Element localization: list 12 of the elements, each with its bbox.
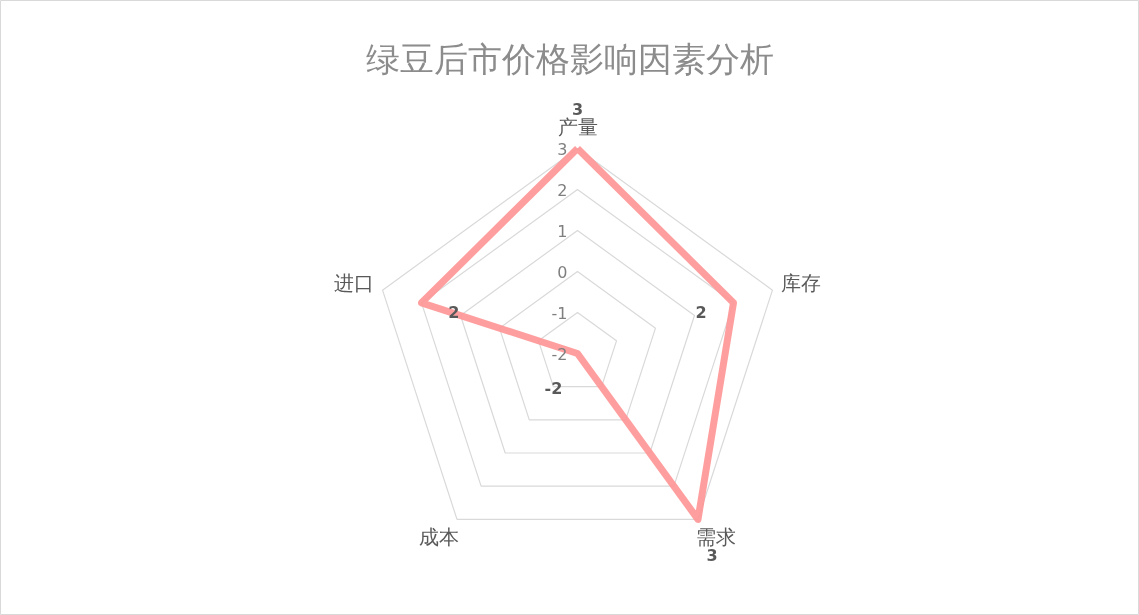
data-label: 2 — [448, 303, 460, 323]
spoke-label: 进口 — [334, 271, 374, 296]
y-tick-label: 3 — [557, 139, 568, 159]
chart-title: 绿豆后市价格影响因素分析 — [366, 38, 774, 79]
spoke-label: 成本 — [419, 525, 460, 550]
y-tick-label: 2 — [557, 180, 568, 200]
y-tick-label: -1 — [551, 303, 568, 323]
data-label: 2 — [695, 303, 707, 323]
y-tick-label: 0 — [557, 262, 568, 282]
y-tick-label: 1 — [557, 221, 568, 241]
y-tick-label: -2 — [551, 344, 568, 364]
spoke-label: 库存 — [781, 271, 821, 296]
